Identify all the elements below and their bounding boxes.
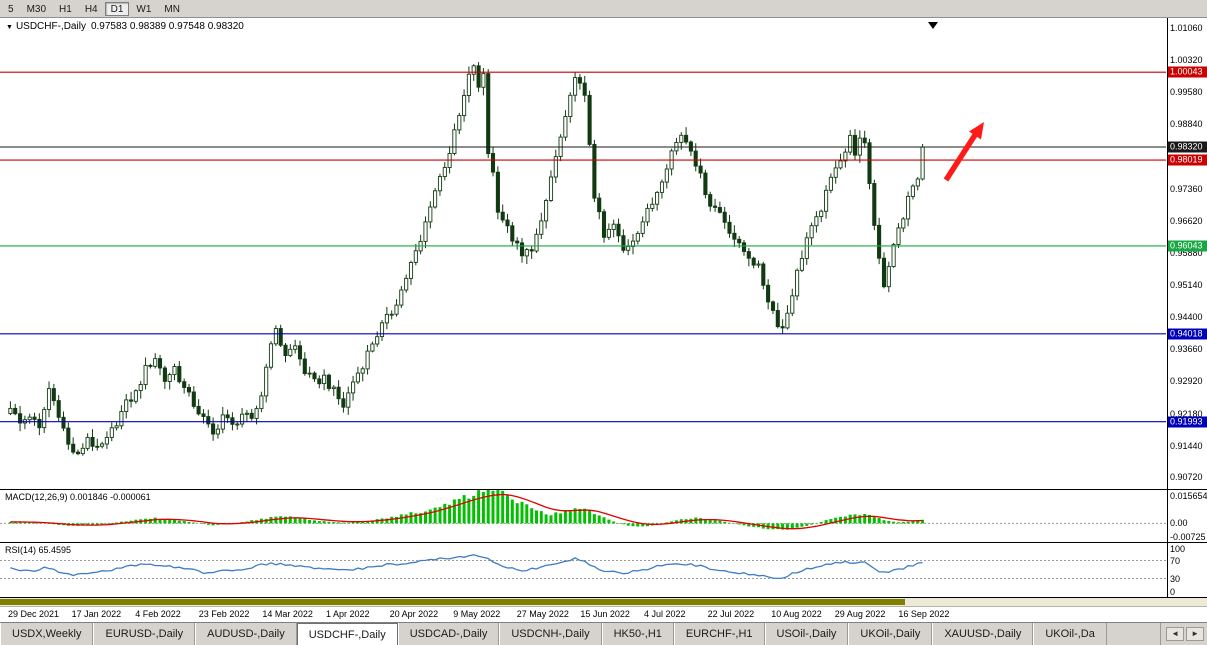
horizontal-scrollbar[interactable] <box>0 598 1207 607</box>
price-tick: 0.90720 <box>1170 472 1203 482</box>
macd-header: MACD(12,26,9) 0.001846 -0.000061 <box>5 492 151 502</box>
chart-tab-hk50-h1[interactable]: HK50-,H1 <box>601 623 674 645</box>
price-tag-0.98019: 0.98019 <box>1168 154 1207 166</box>
price-tick: 0.98840 <box>1170 119 1203 130</box>
chart-ohlc-values: 0.97583 0.98389 0.97548 0.98320 <box>90 21 244 32</box>
time-axis: 29 Dec 2021 17 Jan 2022 4 Feb 2022 23 Feb 2… <box>0 607 1207 623</box>
price-tag-0.91993: 0.91993 <box>1168 416 1207 428</box>
price-tag-0.94018: 0.94018 <box>1168 328 1207 340</box>
chart-tab-eurchf-h1[interactable]: EURCHF-,H1 <box>673 623 765 645</box>
candles-layer <box>8 62 925 456</box>
rsi-label: RSI(14) <box>5 545 37 555</box>
tab-scroll-left-icon[interactable]: ◄ <box>1166 627 1185 641</box>
timeframe-button-w1[interactable]: W1 <box>136 3 152 15</box>
macd-chart[interactable] <box>0 490 1166 542</box>
candlestick-chart[interactable] <box>0 18 1166 489</box>
date-label: 14 Mar 2022 <box>262 609 313 619</box>
date-label: 27 May 2022 <box>516 609 569 619</box>
price-tick: 1.01060 <box>1170 23 1203 33</box>
price-tick: 0.95140 <box>1170 280 1203 291</box>
chart-tab-usoil-daily[interactable]: USOil-,Daily <box>764 623 849 645</box>
macd-label: MACD(12,26,9) <box>5 492 68 502</box>
rsi-tick: 100 <box>1170 544 1186 554</box>
rsi-header: RSI(14) 65.4595 <box>5 545 71 555</box>
timeframe-button-h1[interactable]: H1 <box>59 3 72 15</box>
rsi-tick: 30 <box>1170 573 1181 584</box>
rsi-tick: 0 <box>1170 587 1176 597</box>
price-tick: 0.97360 <box>1170 183 1203 194</box>
price-chart-panel: ▼ USDCHF-,Daily 0.97583 0.98389 0.97548 0.… <box>0 18 1207 490</box>
date-label: 15 Jun 2022 <box>580 609 630 619</box>
macd-tick: -0.00725 <box>1170 532 1206 542</box>
tab-scroll-controls: ◄ ► <box>1160 623 1207 645</box>
price-tag-0.96043: 0.96043 <box>1168 240 1207 252</box>
timeframe-button-5[interactable]: 5 <box>8 3 14 15</box>
timeframe-toolbar: 5 M30 H1 H4 D1 W1 MN <box>0 0 1207 18</box>
macd-tick: 0.015654 <box>1170 491 1207 501</box>
rsi-value: 65.4595 <box>38 545 72 555</box>
date-label: 22 Jul 2022 <box>707 609 755 619</box>
timeframe-button-m30[interactable]: M30 <box>26 3 47 15</box>
date-label: 4 Jul 2022 <box>644 609 686 619</box>
timeframe-button-h4[interactable]: H4 <box>84 3 98 15</box>
chart-dropdown-icon[interactable]: ▼ <box>6 24 13 31</box>
macd-panel: MACD(12,26,9) 0.001846 -0.000061 0.01565… <box>0 490 1207 543</box>
macd-tick: 0.00 <box>1170 518 1188 529</box>
date-label: 10 Aug 2022 <box>771 609 822 619</box>
price-tag-0.98320: 0.98320 <box>1168 141 1207 153</box>
up-trend-arrow[interactable] <box>943 133 978 182</box>
price-tick: 0.92920 <box>1170 376 1203 387</box>
price-axis: 1.01060 1.00320 0.99580 0.98840 0.97360 0.966… <box>1167 18 1207 489</box>
date-label: 29 Aug 2022 <box>834 609 886 619</box>
price-tick: 0.96620 <box>1170 215 1203 226</box>
rsi-axis: 100 70 30 0 <box>1167 543 1207 597</box>
up-trend-arrow-head-icon <box>969 122 984 140</box>
date-label: 16 Sep 2022 <box>898 609 950 619</box>
timeframe-button-d1[interactable]: D1 <box>104 1 130 16</box>
chart-tab-audusd-daily[interactable]: AUDUSD-,Daily <box>195 623 297 645</box>
date-label: 1 Apr 2022 <box>326 609 370 619</box>
macd-values: 0.001846 -0.000061 <box>70 492 151 502</box>
rsi-panel: RSI(14) 65.4595 100 70 30 0 <box>0 543 1207 598</box>
chart-tab-usdcnh-daily[interactable]: USDCNH-,Daily <box>499 623 602 645</box>
chart-tab-usdcad-daily[interactable]: USDCAD-,Daily <box>397 623 500 645</box>
macd-signal-line <box>10 493 923 530</box>
scrollbar-thumb[interactable] <box>0 599 905 605</box>
price-tick: 0.93660 <box>1170 344 1203 355</box>
date-label: 17 Jan 2022 <box>71 609 122 619</box>
timeframe-button-mn[interactable]: MN <box>164 3 180 15</box>
date-label: 4 Feb 2022 <box>135 609 181 619</box>
price-tick: 0.94400 <box>1170 312 1203 323</box>
chart-stack: ▼ USDCHF-,Daily 0.97583 0.98389 0.97548 0.… <box>0 18 1207 623</box>
chart-header: ▼ USDCHF-,Daily 0.97583 0.98389 0.97548 0.… <box>6 21 244 32</box>
macd-axis: 0.015654 0.00 -0.00725 <box>1167 490 1207 542</box>
rsi-tick: 70 <box>1170 555 1181 566</box>
price-tick: 1.00320 <box>1170 55 1203 66</box>
chart-tab-ukoil-daily[interactable]: UKOil-,Daily <box>848 623 933 645</box>
date-label: 20 Apr 2022 <box>389 609 439 619</box>
price-tick: 0.99580 <box>1170 87 1203 98</box>
tab-scroll-right-icon[interactable]: ► <box>1186 627 1204 641</box>
chart-tab-eurusd-daily[interactable]: EURUSD-,Daily <box>93 623 196 645</box>
rsi-chart[interactable] <box>0 543 1166 597</box>
date-label: 23 Feb 2022 <box>198 609 250 619</box>
price-tick: 0.92180 <box>1170 408 1203 419</box>
chart-tabbar: USDX,Weekly EURUSD-,Daily AUDUSD-,Daily USD… <box>0 623 1207 645</box>
chart-title: USDCHF-,Daily <box>15 21 86 32</box>
chart-tab-usdx-weekly[interactable]: USDX,Weekly <box>0 623 94 645</box>
chart-tab-xauusd-daily[interactable]: XAUUSD-,Daily <box>932 623 1034 645</box>
rsi-line <box>10 554 923 580</box>
date-label: 9 May 2022 <box>453 609 501 619</box>
chart-tab-usdchf-daily[interactable]: USDCHF-,Daily <box>296 623 398 645</box>
date-label: 29 Dec 2021 <box>8 609 60 619</box>
price-tick: 0.91440 <box>1170 440 1203 451</box>
down-triangle-marker-icon[interactable] <box>928 22 938 29</box>
chart-tab-ukoil-da[interactable]: UKOil-,Da <box>1033 623 1107 645</box>
price-tag-1.00043: 1.00043 <box>1168 66 1207 78</box>
price-tick: 0.95880 <box>1170 247 1203 258</box>
